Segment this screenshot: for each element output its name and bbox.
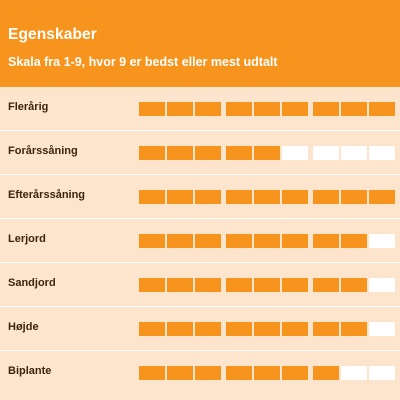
rating-segment-filled [195,366,221,380]
rating-segment-filled [369,102,395,116]
rating-segment-filled [195,102,221,116]
row-divider [0,306,400,307]
rating-segment-filled [195,190,221,204]
rating-segment-filled [254,278,280,292]
rating-segment-empty [282,146,308,160]
rating-scale [139,146,395,160]
rating-segment-filled [254,146,280,160]
property-label: Forårssåning [8,145,78,157]
rating-segment-filled [167,278,193,292]
rating-segment-filled [167,322,193,336]
rating-segment-filled [195,278,221,292]
row-divider [0,350,400,351]
rating-scale [139,190,395,204]
rating-segment-filled [195,234,221,248]
rating-segment-filled [139,190,165,204]
rating-segment-filled [167,366,193,380]
rating-segment-filled [282,190,308,204]
rating-segment-filled [341,278,367,292]
rating-segment-filled [226,102,252,116]
rating-segment-filled [313,322,339,336]
rating-segment-filled [341,102,367,116]
rating-segment-filled [313,234,339,248]
rating-segment-filled [254,102,280,116]
rating-segment-empty [341,146,367,160]
rating-scale [139,102,395,116]
rating-segment-empty [369,278,395,292]
rating-segment-filled [282,278,308,292]
rating-scale [139,234,395,248]
rating-segment-empty [369,146,395,160]
rating-scale [139,366,395,380]
property-row-sandjord: Sandjord [0,263,400,307]
rating-scale [139,278,395,292]
rating-segment-filled [369,190,395,204]
rating-segment-filled [195,322,221,336]
property-row-flerarig: Flerårig [0,87,400,131]
rating-segment-filled [313,190,339,204]
rating-segment-filled [167,102,193,116]
card-subtitle: Skala fra 1-9, hvor 9 er bedst eller mes… [8,55,278,69]
rating-segment-filled [139,322,165,336]
property-label: Efterårssåning [8,189,86,201]
rating-segment-empty [369,322,395,336]
rating-segment-filled [313,366,339,380]
property-row-foraarssaaning: Forårssåning [0,131,400,175]
rating-segment-filled [226,190,252,204]
card-title: Egenskaber [8,26,97,43]
rating-segment-filled [282,366,308,380]
property-row-biplante: Biplante [0,351,400,395]
row-divider [0,130,400,131]
rating-segment-filled [226,366,252,380]
rating-segment-filled [313,102,339,116]
rating-segment-empty [369,366,395,380]
rating-scale [139,322,395,336]
rating-segment-filled [341,190,367,204]
rating-segment-empty [313,146,339,160]
row-divider [0,218,400,219]
property-row-hojde: Højde [0,307,400,351]
rating-segment-filled [139,234,165,248]
rating-segment-empty [341,366,367,380]
card-header: Egenskaber Skala fra 1-9, hvor 9 er beds… [0,0,400,87]
rating-segment-filled [282,234,308,248]
row-divider [0,262,400,263]
rating-segment-filled [282,102,308,116]
property-label: Biplante [8,365,52,377]
property-label: Sandjord [8,277,56,289]
property-label: Højde [8,321,39,333]
row-divider [0,174,400,175]
rating-segment-filled [167,234,193,248]
rating-segment-filled [139,366,165,380]
rating-segment-filled [139,146,165,160]
rating-segment-filled [167,190,193,204]
rating-segment-filled [195,146,221,160]
rating-segment-filled [139,278,165,292]
rating-segment-filled [226,278,252,292]
property-label: Flerårig [8,101,49,113]
rating-segment-filled [226,322,252,336]
property-row-efteraarssaaning: Efterårssåning [0,175,400,219]
rating-segment-filled [167,146,193,160]
rating-segment-empty [369,234,395,248]
rating-segment-filled [254,190,280,204]
rating-segment-filled [341,234,367,248]
property-label: Lerjord [8,233,46,245]
rating-segment-filled [254,366,280,380]
rating-segment-filled [226,234,252,248]
rating-segment-filled [282,322,308,336]
rating-segment-filled [313,278,339,292]
rating-segment-filled [254,234,280,248]
rating-segment-filled [139,102,165,116]
rating-segment-filled [341,322,367,336]
rating-segment-filled [226,146,252,160]
property-row-lerjord: Lerjord [0,219,400,263]
rating-segment-filled [254,322,280,336]
